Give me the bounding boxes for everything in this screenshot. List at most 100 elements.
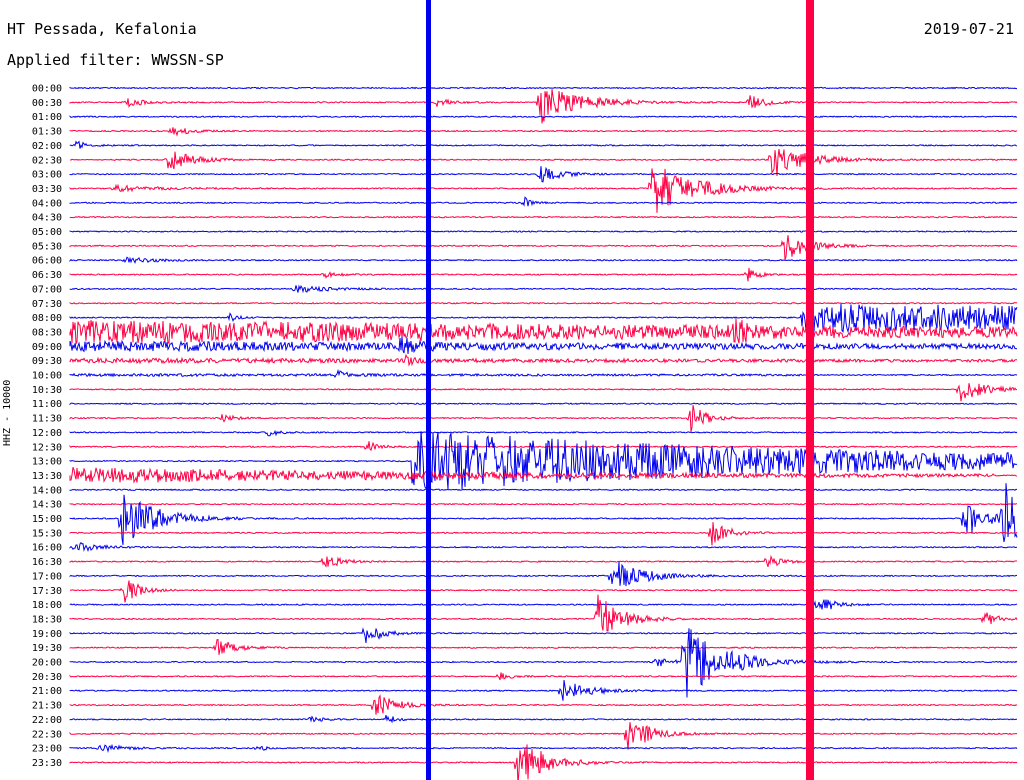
time-label-1200: 12:00 xyxy=(32,428,62,439)
trace-1630 xyxy=(69,554,1017,568)
time-label-1730: 17:30 xyxy=(32,586,62,597)
time-label-2330: 23:30 xyxy=(32,758,62,769)
time-label-0530: 05:30 xyxy=(32,241,62,252)
time-label-1830: 18:30 xyxy=(32,614,62,625)
trace-1500 xyxy=(69,483,1018,545)
trace-0730 xyxy=(69,301,1018,305)
trace-1930 xyxy=(69,639,1018,655)
time-label-1030: 10:30 xyxy=(32,385,62,396)
trace-1130 xyxy=(69,405,1018,432)
time-label-2230: 22:30 xyxy=(32,729,62,740)
station-title: HT Pessada, Kefalonia xyxy=(7,20,197,38)
time-label-0600: 06:00 xyxy=(32,256,62,267)
trace-1830 xyxy=(69,594,1018,632)
time-label-1000: 10:00 xyxy=(32,371,62,382)
time-label-0400: 04:00 xyxy=(32,198,62,209)
trace-0930 xyxy=(69,353,1017,367)
time-label-2100: 21:00 xyxy=(32,686,62,697)
trace-0000 xyxy=(69,86,1017,90)
trace-1400 xyxy=(69,488,1018,492)
trace-group xyxy=(69,0,1018,780)
trace-1300 xyxy=(69,430,1018,490)
time-label-2130: 21:30 xyxy=(32,701,62,712)
time-label-1300: 13:00 xyxy=(32,457,62,468)
time-label-0200: 02:00 xyxy=(32,141,62,152)
time-label-0800: 08:00 xyxy=(32,313,62,324)
time-label-2000: 20:00 xyxy=(32,658,62,669)
trace-0900 xyxy=(69,336,1018,354)
time-label-2030: 20:30 xyxy=(32,672,62,683)
trace-0130 xyxy=(69,127,1018,137)
time-label-0700: 07:00 xyxy=(32,284,62,295)
channel-axis-label: HHZ - 10000 xyxy=(2,379,13,446)
time-label-1100: 11:00 xyxy=(32,399,62,410)
time-label-1230: 12:30 xyxy=(32,442,62,453)
trace-2100 xyxy=(69,680,1018,701)
time-label-1400: 14:00 xyxy=(32,485,62,496)
time-label-0130: 01:30 xyxy=(32,127,62,138)
time-label-0630: 06:30 xyxy=(32,270,62,281)
trace-1200 xyxy=(69,429,1018,437)
trace-1730 xyxy=(70,580,1018,603)
trace-2200 xyxy=(69,714,1018,724)
trace-2230 xyxy=(69,722,1018,750)
trace-1100 xyxy=(69,402,1018,406)
trace-0830 xyxy=(69,318,1018,346)
trace-1700 xyxy=(69,561,1018,587)
red-saturation-column xyxy=(806,0,814,780)
trace-2000 xyxy=(69,628,1018,698)
filter-label: Applied filter: WWSSN-SP xyxy=(7,51,224,69)
time-labels: 00:00 00:30 01:00 01:30 02:00 02:30 03:00 03:30… xyxy=(32,84,62,769)
trace-1800 xyxy=(69,599,1018,610)
time-label-0730: 07:30 xyxy=(32,299,62,310)
time-label-1900: 19:00 xyxy=(32,629,62,640)
time-label-1700: 17:00 xyxy=(32,571,62,582)
time-label-1800: 18:00 xyxy=(32,600,62,611)
trace-1330 xyxy=(69,467,1018,484)
trace-0430 xyxy=(69,215,1018,219)
trace-0800 xyxy=(69,303,1018,334)
time-label-1530: 15:30 xyxy=(32,528,62,539)
trace-0530 xyxy=(69,235,1018,260)
trace-1030 xyxy=(69,383,1017,402)
time-label-0900: 09:00 xyxy=(32,342,62,353)
trace-1600 xyxy=(69,541,1018,553)
time-label-0330: 03:30 xyxy=(32,184,62,195)
trace-0030 xyxy=(69,89,1018,124)
trace-1230 xyxy=(69,441,1018,452)
time-label-1600: 16:00 xyxy=(32,543,62,554)
time-label-0500: 05:00 xyxy=(32,227,62,238)
time-label-2300: 23:00 xyxy=(32,744,62,755)
trace-0630 xyxy=(69,267,1018,282)
trace-2330 xyxy=(69,744,1018,780)
time-label-1330: 13:30 xyxy=(32,471,62,482)
trace-1000 xyxy=(69,368,1018,378)
time-label-0230: 02:30 xyxy=(32,155,62,166)
time-label-0930: 09:30 xyxy=(32,356,62,367)
trace-2030 xyxy=(69,672,1018,681)
time-label-0430: 04:30 xyxy=(32,213,62,224)
time-label-0300: 03:00 xyxy=(32,170,62,181)
trace-1900 xyxy=(69,627,1018,643)
date-label: 2019-07-21 xyxy=(923,20,1014,38)
trace-1530 xyxy=(69,522,1018,546)
trace-0300 xyxy=(69,166,1018,183)
trace-0100 xyxy=(69,115,1018,119)
trace-0700 xyxy=(69,284,1018,294)
time-label-0100: 01:00 xyxy=(32,112,62,123)
trace-0400 xyxy=(69,196,1018,207)
time-label-1500: 15:00 xyxy=(32,514,62,525)
trace-0200 xyxy=(69,140,1018,149)
time-label-1130: 11:30 xyxy=(32,414,62,425)
time-label-1630: 16:30 xyxy=(32,557,62,568)
trace-1430 xyxy=(69,502,1017,506)
trace-0330 xyxy=(69,168,1018,213)
trace-2130 xyxy=(69,694,1018,715)
blue-saturation-column xyxy=(426,0,431,780)
trace-2300 xyxy=(69,743,1018,753)
trace-0600 xyxy=(69,256,1018,264)
time-label-0000: 00:00 xyxy=(32,84,62,95)
time-label-1930: 19:30 xyxy=(32,643,62,654)
trace-0230 xyxy=(69,148,1018,177)
